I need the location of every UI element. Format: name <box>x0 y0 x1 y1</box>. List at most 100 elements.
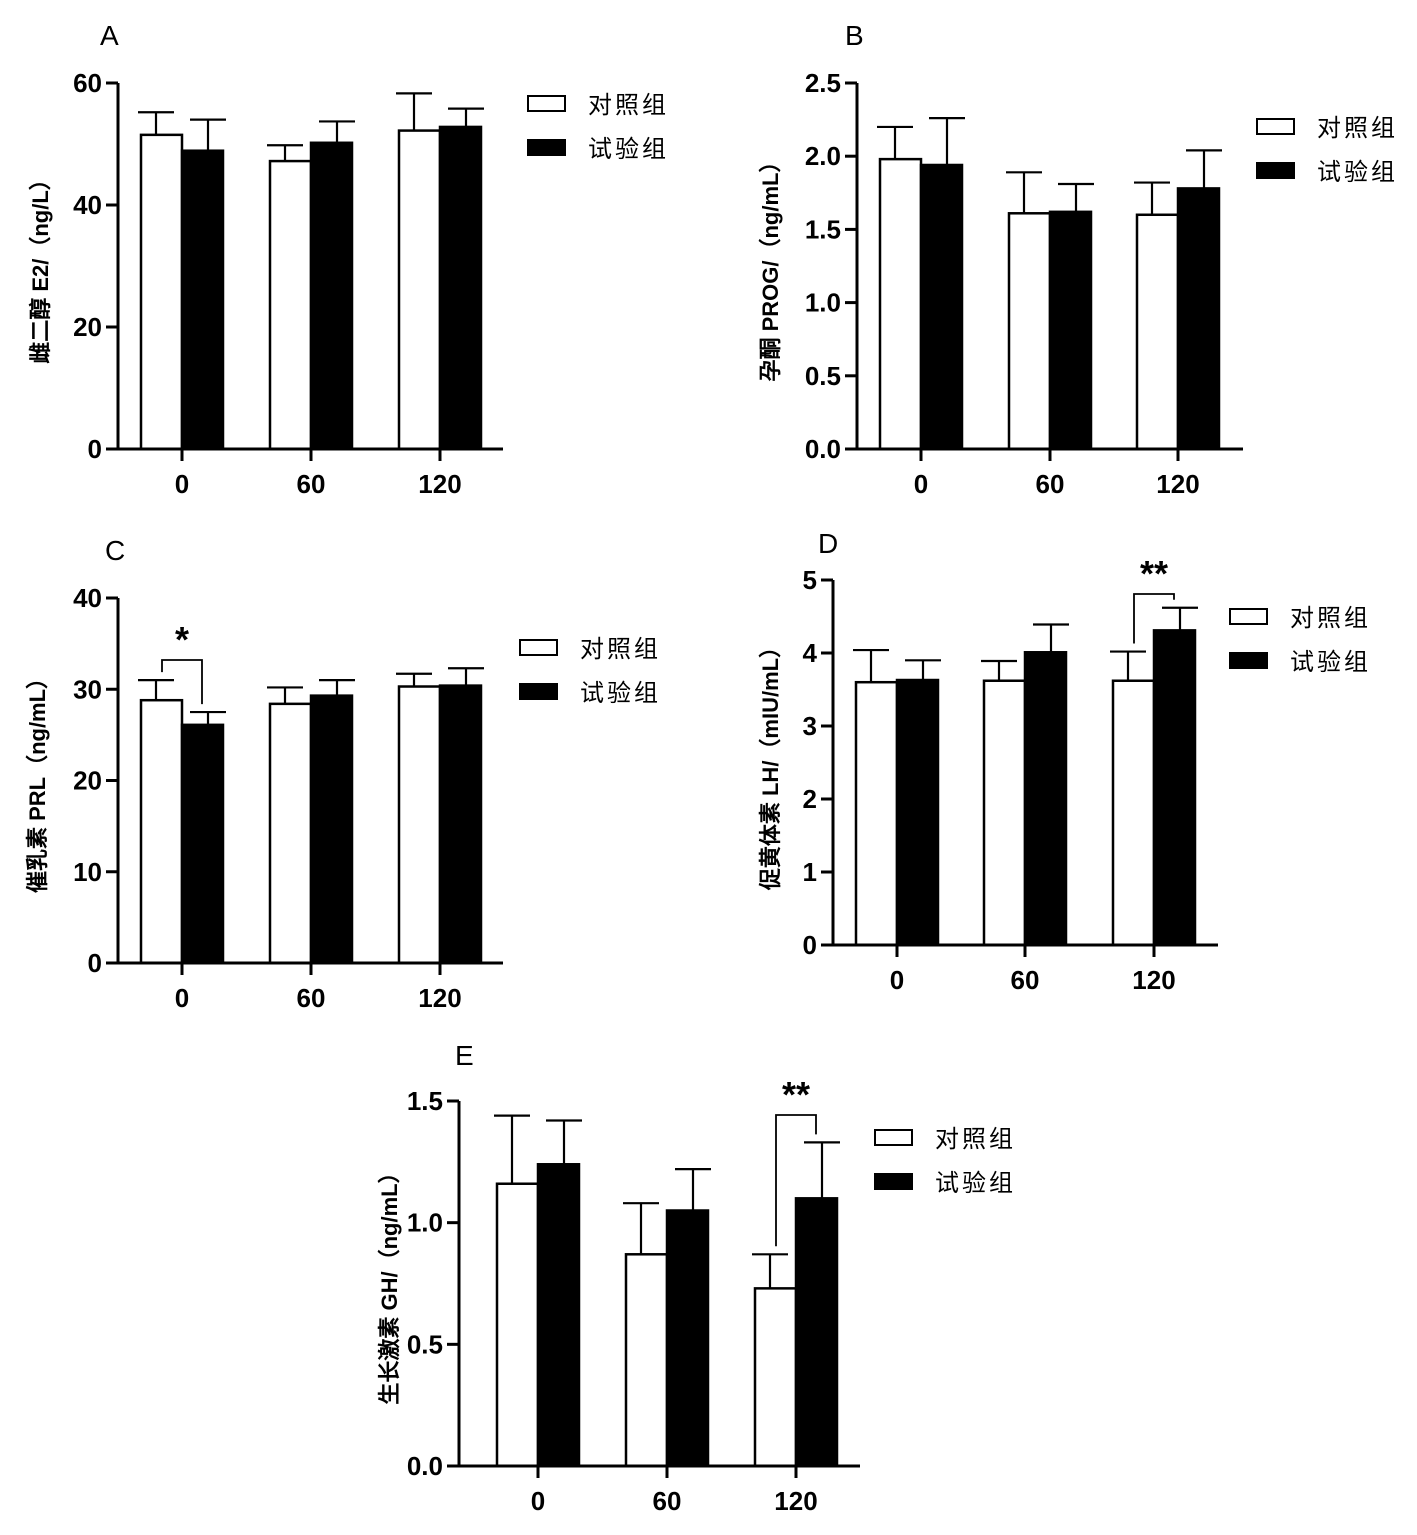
x-tick-label: 0 <box>914 469 928 499</box>
y-axis-label: 生长激素 GH/（ng/mL） <box>377 1161 402 1404</box>
y-axis-label: 催乳素 PRL（ng/mL） <box>25 667 50 893</box>
panel-letter: B <box>845 20 864 51</box>
bar-treatment-0 <box>180 149 225 451</box>
bar-control-60 <box>268 702 313 965</box>
x-tick-label: 120 <box>1132 965 1175 995</box>
bar-treatment-120 <box>1176 187 1221 451</box>
bar-treatment-120 <box>1152 629 1197 947</box>
significance-bracket <box>161 659 203 705</box>
panel-letter: E <box>455 1040 474 1071</box>
legend-swatch-treatment <box>874 1173 913 1190</box>
bar-control-60 <box>624 1253 669 1468</box>
bar-control-0 <box>878 157 923 451</box>
y-tick-label: 40 <box>73 583 102 613</box>
y-tick-label: 1 <box>803 857 817 887</box>
chart-panel-b: B 孕酮 PROG/（ng/mL） 0.0 0.5 1.0 1.5 2.0 2.5 0 60 120… <box>758 20 1395 499</box>
y-tick-label: 10 <box>73 857 102 887</box>
legend-label-control: 对照组 <box>588 92 669 119</box>
y-tick-label: 40 <box>73 190 102 220</box>
y-tick-label: 60 <box>73 68 102 98</box>
bar-treatment-0 <box>180 723 225 965</box>
x-tick-label: 120 <box>418 983 461 1013</box>
x-tick-label: 0 <box>890 965 904 995</box>
panel-letter: A <box>100 20 119 51</box>
bar-control-60 <box>268 159 313 451</box>
panel-letter: C <box>105 535 125 566</box>
x-tick-label: 120 <box>774 1486 817 1516</box>
y-tick-label: 0 <box>88 434 102 464</box>
x-tick-label: 120 <box>418 469 461 499</box>
y-tick-label: 5 <box>803 565 817 595</box>
bar-treatment-60 <box>309 694 354 965</box>
legend-swatch-treatment <box>1229 652 1268 669</box>
bar-control-120 <box>397 685 442 965</box>
y-tick-label: 2 <box>803 784 817 814</box>
y-tick-label: 4 <box>803 638 818 668</box>
legend-swatch-treatment <box>527 139 566 156</box>
y-tick-label: 1.0 <box>407 1208 443 1238</box>
y-tick-label: 20 <box>73 766 102 796</box>
bar-control-120 <box>753 1287 798 1468</box>
bar-control-0 <box>854 680 899 947</box>
legend-swatch-treatment <box>519 683 558 700</box>
x-tick-label: 120 <box>1156 469 1199 499</box>
legend-label-treatment: 试验组 <box>580 680 661 707</box>
x-tick-label: 0 <box>175 983 189 1013</box>
legend-label-control: 对照组 <box>935 1126 1016 1153</box>
bar-treatment-60 <box>1048 210 1093 451</box>
x-tick-label: 60 <box>297 469 326 499</box>
y-axis-label: 雌二醇 E2/（ng/L） <box>28 168 53 364</box>
bar-treatment-60 <box>1023 651 1068 947</box>
legend-label-treatment: 试验组 <box>935 1170 1016 1197</box>
bar-treatment-0 <box>536 1163 581 1468</box>
x-tick-label: 60 <box>653 1486 682 1516</box>
y-tick-label: 1.5 <box>407 1086 443 1116</box>
x-tick-label: 0 <box>531 1486 545 1516</box>
y-tick-label: 0.5 <box>805 361 841 391</box>
legend-label-treatment: 试验组 <box>588 136 669 163</box>
bar-control-60 <box>1007 212 1052 451</box>
bar-control-120 <box>397 129 442 451</box>
y-tick-label: 0.0 <box>407 1451 443 1481</box>
y-tick-label: 0 <box>803 930 817 960</box>
y-tick-label: 0.5 <box>407 1329 443 1359</box>
y-tick-label: 30 <box>73 674 102 704</box>
y-axis-label: 促黄体素 LH/（mIU/mL） <box>758 636 783 891</box>
bar-treatment-120 <box>794 1197 839 1468</box>
legend-label-control: 对照组 <box>1290 605 1371 632</box>
x-tick-label: 60 <box>297 983 326 1013</box>
x-tick-label: 60 <box>1011 965 1040 995</box>
legend-swatch-control <box>527 95 566 112</box>
bar-treatment-60 <box>665 1209 710 1468</box>
y-tick-label: 0.0 <box>805 434 841 464</box>
legend-swatch-control <box>519 639 558 656</box>
significance-marker: * <box>175 619 189 660</box>
y-tick-label: 1.5 <box>805 214 841 244</box>
legend-swatch-control <box>874 1129 913 1146</box>
bar-control-120 <box>1135 213 1180 451</box>
bar-control-0 <box>495 1182 540 1468</box>
y-tick-label: 2.0 <box>805 141 841 171</box>
y-tick-label: 1.0 <box>805 288 841 318</box>
x-tick-label: 0 <box>175 469 189 499</box>
bar-treatment-120 <box>438 125 483 451</box>
bar-treatment-60 <box>309 141 354 451</box>
y-tick-label: 3 <box>803 711 817 741</box>
panel-letter: D <box>818 528 838 559</box>
chart-panel-e: E 生长激素 GH/（ng/mL） 0.0 0.5 1.0 1.5 0 60 120 ** 对照组试… <box>377 1040 1016 1516</box>
bar-control-60 <box>982 679 1027 947</box>
bar-control-0 <box>139 698 184 965</box>
bar-control-120 <box>1111 679 1156 947</box>
y-tick-label: 20 <box>73 312 102 342</box>
legend-swatch-treatment <box>1256 162 1295 179</box>
bar-treatment-0 <box>895 678 940 947</box>
legend-swatch-control <box>1256 118 1295 135</box>
significance-bracket <box>775 1114 817 1247</box>
legend-label-control: 对照组 <box>580 636 661 663</box>
significance-marker: ** <box>782 1074 810 1115</box>
legend-swatch-control <box>1229 608 1268 625</box>
